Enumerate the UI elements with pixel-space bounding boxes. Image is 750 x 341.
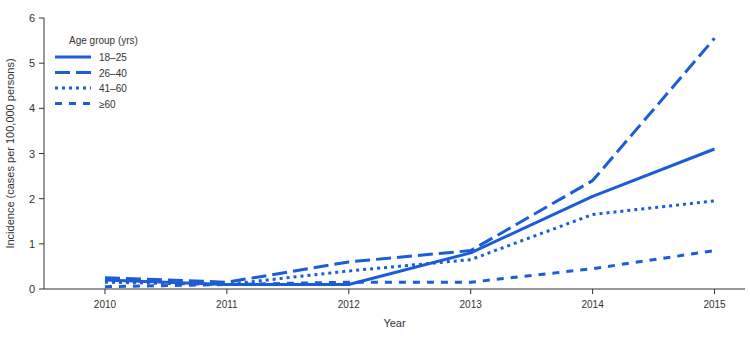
x-tick-label: 2013 — [460, 299, 483, 310]
plot-lines — [105, 38, 715, 286]
series-line — [105, 38, 715, 282]
x-tick-label: 2011 — [216, 299, 238, 310]
x-tick-label: 2014 — [581, 299, 604, 310]
y-axis-label: Incidence (cases per 100,000 persons) — [4, 58, 16, 248]
chart-container: 0 1 2 3 4 5 6 2010 2011 2012 2013 2014 2015 Year Incid… — [0, 0, 750, 341]
y-tick — [39, 18, 44, 19]
y-tick-label: 2 — [29, 193, 35, 205]
y-tick — [39, 63, 44, 64]
legend-label: 26–40 — [99, 68, 127, 79]
x-axis — [44, 289, 745, 290]
y-tick — [39, 153, 44, 154]
y-tick — [39, 108, 44, 109]
y-tick-label: 1 — [29, 238, 35, 250]
y-tick — [39, 289, 44, 290]
y-tick — [39, 198, 44, 199]
x-tick-label: 2015 — [703, 299, 726, 310]
x-tick — [714, 289, 715, 294]
series-line — [105, 251, 715, 287]
x-tick-label: 2012 — [338, 299, 361, 310]
legend-label: ≥60 — [99, 99, 116, 110]
legend-swatch — [55, 87, 91, 90]
x-tick — [592, 289, 593, 294]
x-axis-label: Year — [383, 317, 406, 329]
x-tick — [226, 289, 227, 294]
y-tick — [39, 243, 44, 244]
x-tick-label: 2010 — [94, 299, 117, 310]
legend-label: 41–60 — [99, 83, 127, 94]
y-tick-label: 4 — [29, 102, 35, 114]
y-tick-label: 3 — [29, 148, 35, 160]
y-tick-label: 6 — [29, 12, 35, 24]
x-tick — [470, 289, 471, 294]
legend-title: Age group (yrs) — [69, 35, 138, 46]
y-tick-label: 5 — [29, 57, 35, 69]
x-tick — [104, 289, 105, 294]
legend-label: 18–25 — [99, 52, 127, 63]
x-tick — [348, 289, 349, 294]
series-line — [105, 201, 715, 285]
chart-svg: 0 1 2 3 4 5 6 2010 2011 2012 2013 2014 2015 Year Incid… — [0, 0, 750, 341]
legend-swatch — [55, 56, 91, 59]
legend-swatch — [55, 102, 91, 105]
y-tick-label: 0 — [29, 283, 35, 295]
legend-swatch — [55, 71, 91, 74]
